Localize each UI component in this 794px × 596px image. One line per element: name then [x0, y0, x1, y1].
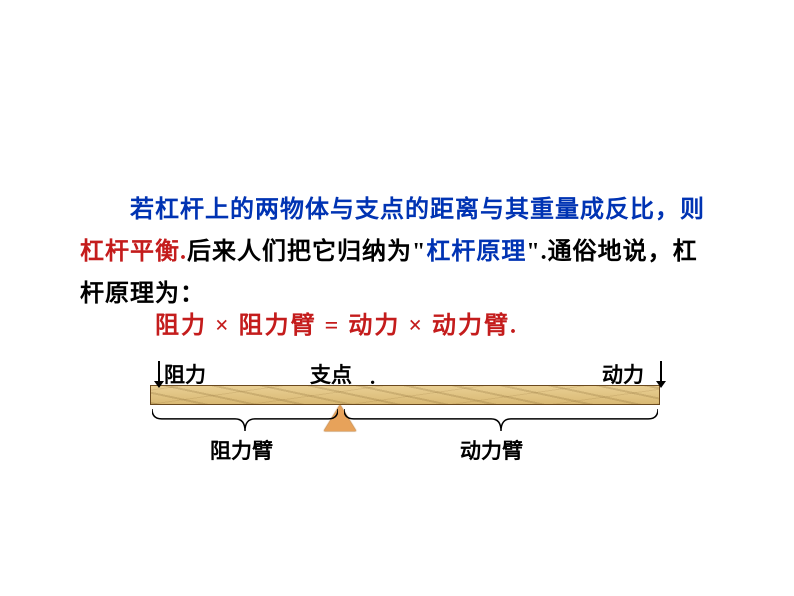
effort-arm-brace — [344, 409, 658, 439]
body-paragraph: 若杠杆上的两物体与支点的距离与其重量成反比，则杠杆平衡.后来人们把它归纳为"杠杆… — [80, 189, 720, 315]
fulcrum-label: 支点 — [310, 359, 352, 389]
resistance-arm-brace — [152, 409, 338, 439]
resistance-force-arrow — [154, 361, 164, 389]
arrow-shaft — [660, 361, 662, 383]
effort-arm-label: 动力臂 — [460, 435, 523, 465]
effort-force-arrow — [656, 361, 666, 389]
arrow-shaft — [158, 361, 160, 383]
lever-beam — [150, 385, 660, 405]
arrow-head — [656, 381, 666, 388]
paragraph-run: 杠杆原理 — [426, 239, 526, 265]
lever-formula: 阻力 × 阻力臂 = 动力 × 动力臂. — [155, 305, 518, 340]
paragraph-run: 杠杆平衡. — [80, 239, 187, 265]
slide-page: 若杠杆上的两物体与支点的距离与其重量成反比，则杠杆平衡.后来人们把它归纳为"杠杆… — [0, 0, 794, 596]
arrow-head — [154, 381, 164, 388]
effort-label: 动力 — [602, 359, 644, 389]
paragraph-run: 后来人们把它归纳为" — [187, 239, 426, 265]
lever-diagram: 阻力 支点 . 动力 阻力臂 动力臂 — [140, 355, 670, 475]
dot-label: . — [370, 365, 375, 390]
paragraph-run: 若杠杆上的两物体与支点的距离与其重量成反比，则 — [130, 197, 705, 223]
resistance-arm-label: 阻力臂 — [210, 435, 273, 465]
resistance-label: 阻力 — [164, 359, 206, 389]
